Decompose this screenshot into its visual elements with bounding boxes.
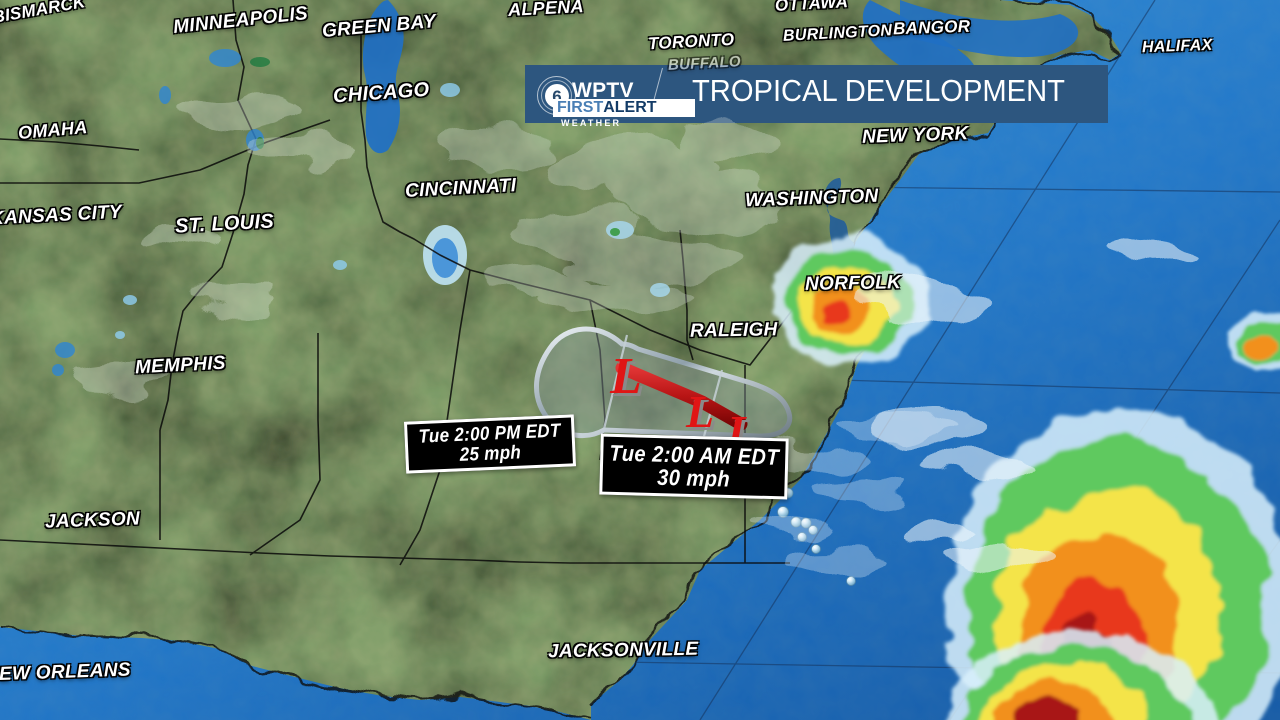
svg-text:L: L: [609, 348, 642, 405]
svg-text:L: L: [685, 386, 714, 437]
